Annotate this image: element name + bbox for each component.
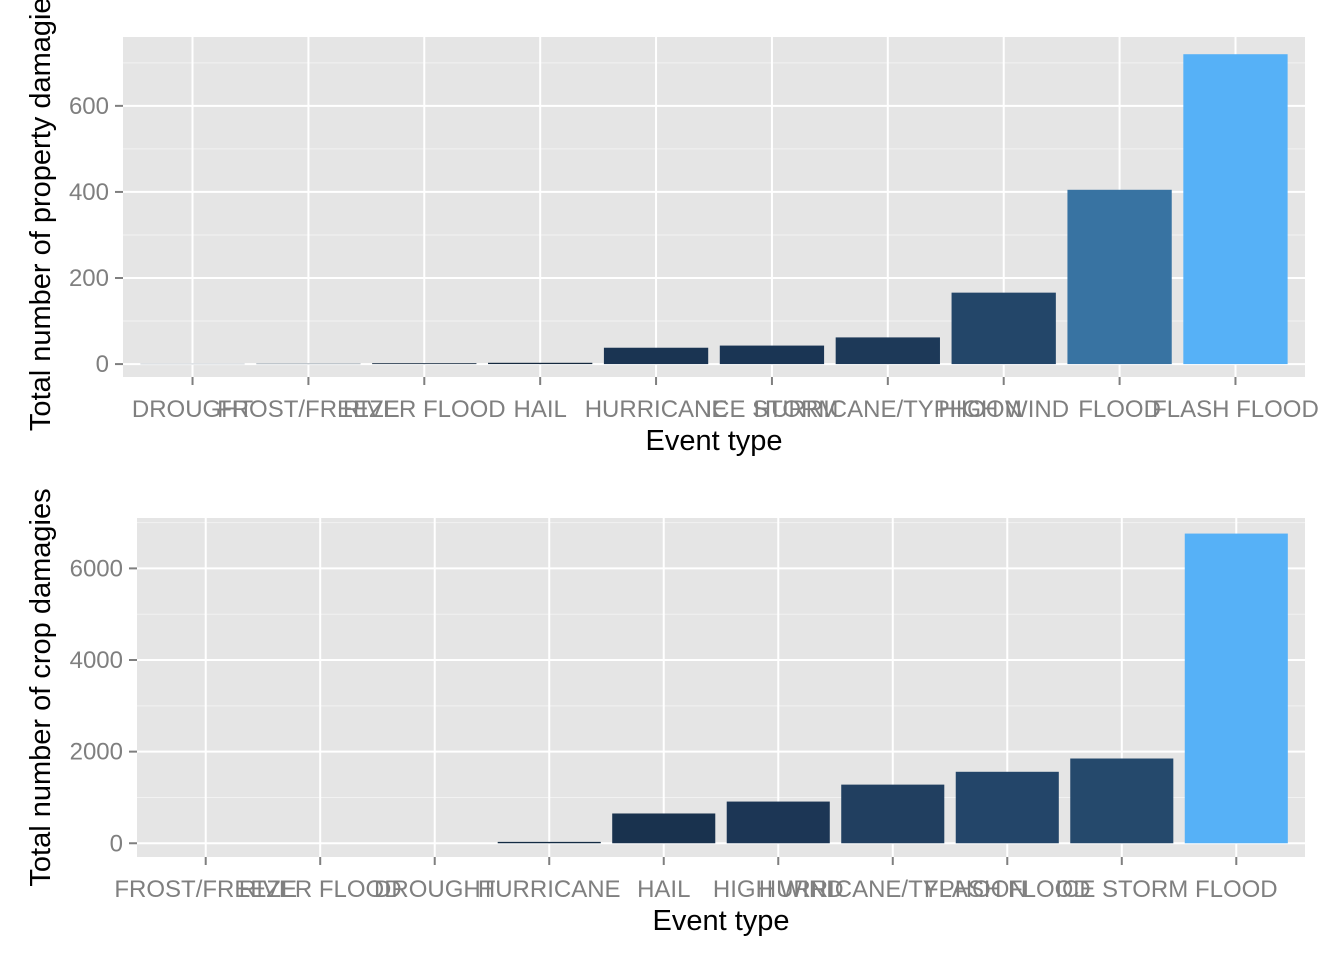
x-tick-label: ICE STORM — [1055, 876, 1188, 903]
bar — [603, 347, 709, 365]
x-tick-label: RIVER FLOOD — [239, 876, 402, 903]
x-tick-label: HAIL — [637, 876, 690, 903]
bar — [835, 337, 940, 365]
x-tick-label: HURRICANE/TYPHOON — [754, 396, 1022, 423]
y-axis-title: Total number of crop damagies — [25, 488, 57, 886]
bar — [497, 841, 601, 844]
bar — [951, 292, 1056, 365]
bar — [488, 362, 593, 365]
bar — [1070, 758, 1174, 844]
y-tick-label: 4000 — [70, 647, 123, 674]
x-tick-label: RIVER FLOOD — [343, 396, 506, 423]
bar — [955, 771, 1059, 844]
x-axis-title: Event type — [645, 425, 782, 457]
bar — [1184, 533, 1288, 844]
y-tick-label: 6000 — [70, 555, 123, 582]
y-axis-title: Total number of property damagies — [25, 0, 57, 431]
y-tick-label: 0 — [96, 351, 109, 378]
x-tick-label: ICE STORM — [705, 396, 838, 423]
x-tick-label: DROUGHT — [374, 876, 496, 903]
x-tick-label: FLOOD — [1078, 396, 1161, 423]
x-tick-label: HIGH WIND — [938, 396, 1069, 423]
x-tick-label: FROST/FREEZE — [217, 396, 400, 423]
bar — [841, 784, 945, 844]
x-tick-label: FLOOD — [1195, 876, 1278, 903]
x-tick-label: DROUGHT — [132, 396, 254, 423]
y-tick-label: 400 — [69, 179, 109, 206]
x-tick-label: HIGH WIND — [713, 876, 844, 903]
y-tick-label: 2000 — [70, 739, 123, 766]
x-tick-label: HURRICANE — [585, 396, 728, 423]
x-tick-label: FROST/FREEZE — [114, 876, 297, 903]
bar — [719, 345, 825, 365]
bar — [612, 813, 716, 844]
x-tick-label: FLASH FLOOD — [1152, 396, 1319, 423]
bar — [726, 801, 830, 844]
x-tick-label: FLASH FLOOD — [924, 876, 1091, 903]
y-tick-label: 0 — [110, 830, 123, 857]
x-tick-label: HURRICANE/TYPHOON — [759, 876, 1027, 903]
bar — [1067, 189, 1172, 365]
y-tick-label: 600 — [69, 93, 109, 120]
bar — [372, 363, 477, 365]
x-tick-label: HAIL — [513, 396, 566, 423]
x-tick-label: HURRICANE — [478, 876, 621, 903]
x-axis-title: Event type — [652, 905, 789, 937]
y-tick-label: 200 — [69, 265, 109, 292]
bar — [1183, 54, 1288, 365]
